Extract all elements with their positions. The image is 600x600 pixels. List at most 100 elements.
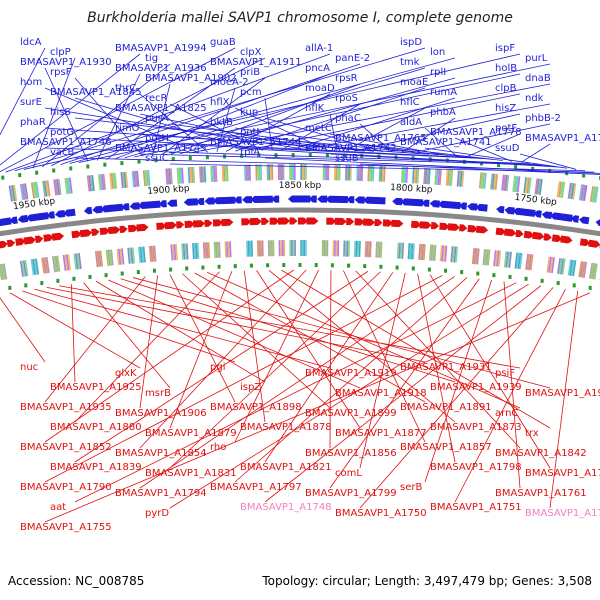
reverse-gene-arrow bbox=[34, 235, 44, 243]
forward-gene-label: BMASAVP1_A1742 bbox=[305, 143, 397, 154]
reverse-gene-arrow bbox=[23, 236, 36, 245]
label-connector-line bbox=[169, 143, 485, 160]
reverse-gene-label: BMASAVP1_A1751 bbox=[430, 502, 522, 513]
forward-gene-arrow bbox=[408, 198, 424, 207]
label-connector-line bbox=[169, 274, 236, 403]
label-connector-line bbox=[46, 287, 426, 363]
forward-category-band bbox=[367, 165, 375, 182]
reverse-category-band bbox=[567, 259, 577, 277]
forward-category-band bbox=[456, 170, 465, 187]
reverse-gene-label: BMASAVP1_A1797 bbox=[210, 482, 302, 493]
forward-gene-label: hom bbox=[20, 77, 42, 88]
forward-category-band bbox=[86, 174, 95, 192]
forward-category-band bbox=[400, 166, 409, 183]
label-connector-line bbox=[424, 147, 568, 169]
map-title: Burkholderia mallei SAVP1 chromosome I, … bbox=[87, 10, 513, 26]
reverse-gene-label: BMASAVP1_A1753 bbox=[525, 508, 600, 519]
label-connector-line bbox=[74, 282, 517, 503]
reverse-gene-label: BMASAVP1_A1857 bbox=[400, 442, 492, 453]
forward-category-band bbox=[131, 170, 140, 188]
label-connector-line bbox=[216, 87, 236, 152]
reverse-gene-label: BMASAVP1_A1821 bbox=[240, 462, 332, 473]
reverse-gene-label: BMASAVP1_A1880 bbox=[50, 422, 142, 433]
label-connector-line bbox=[268, 269, 456, 423]
label-connector-line bbox=[139, 153, 540, 166]
forward-category-band bbox=[97, 173, 106, 191]
label-connector-line bbox=[355, 270, 521, 449]
scale-tick-label: 1900 kbp bbox=[147, 184, 190, 197]
reverse-marker bbox=[427, 267, 431, 272]
label-connector-line bbox=[329, 270, 332, 449]
forward-gene-arrow bbox=[167, 199, 178, 207]
reverse-marker bbox=[411, 266, 415, 271]
label-connector-line bbox=[234, 269, 319, 443]
reverse-gene-label: BMASAVP1_A1748 bbox=[240, 502, 332, 513]
forward-marker bbox=[582, 173, 586, 178]
forward-category-band bbox=[534, 178, 543, 196]
reverse-gene-label: BMASAVP1_A1852 bbox=[20, 442, 112, 453]
forward-gene-arrow bbox=[446, 201, 461, 210]
reverse-category-band bbox=[375, 241, 383, 258]
forward-gene-arrow bbox=[421, 199, 430, 207]
reverse-gene-arrow bbox=[495, 227, 506, 236]
forward-marker bbox=[497, 163, 501, 168]
label-connector-line bbox=[74, 271, 220, 423]
reverse-gene-label: BMASAVP1_A1842 bbox=[495, 448, 587, 459]
forward-gene-arrow bbox=[121, 203, 130, 211]
label-connector-line bbox=[169, 123, 374, 152]
label-connector-line bbox=[234, 277, 468, 483]
forward-category-band bbox=[30, 181, 40, 199]
reverse-gene-arrow bbox=[184, 220, 195, 228]
reverse-gene-arrow bbox=[306, 217, 319, 225]
label-connector-line bbox=[41, 63, 171, 168]
label-connector-line bbox=[139, 133, 430, 155]
forward-gene-arrow bbox=[533, 210, 542, 218]
label-connector-line bbox=[243, 270, 266, 423]
reverse-marker bbox=[347, 263, 351, 268]
forward-gene-label: ispF bbox=[495, 43, 515, 54]
label-connector-line bbox=[359, 287, 554, 509]
forward-marker bbox=[35, 170, 39, 175]
reverse-gene-arrow bbox=[588, 239, 600, 248]
label-connector-line bbox=[115, 73, 331, 160]
reverse-marker bbox=[588, 285, 592, 290]
forward-gene-label: recR bbox=[145, 93, 168, 104]
reverse-marker bbox=[266, 263, 270, 268]
forward-marker bbox=[69, 166, 73, 171]
label-connector-line bbox=[139, 276, 455, 489]
forward-marker bbox=[18, 173, 22, 178]
label-connector-line bbox=[281, 103, 361, 151]
reverse-gene-arrow bbox=[51, 232, 64, 241]
reverse-marker bbox=[444, 268, 448, 273]
forward-gene-label: BMASAVP1_A1744 bbox=[210, 137, 302, 148]
reverse-gene-arrow bbox=[362, 218, 376, 226]
forward-gene-label: clpB bbox=[495, 83, 517, 94]
forward-gene-label: moaD bbox=[305, 83, 335, 94]
reverse-marker bbox=[40, 281, 44, 286]
label-connector-line bbox=[74, 117, 365, 152]
label-connector-line bbox=[454, 137, 513, 162]
label-connector-line bbox=[182, 273, 331, 409]
label-connector-line bbox=[179, 77, 456, 155]
reverse-gene-arrow bbox=[532, 231, 545, 240]
forward-category-band bbox=[445, 169, 454, 186]
label-connector-line bbox=[78, 63, 551, 163]
reverse-gene-arrow bbox=[212, 219, 223, 227]
reverse-marker bbox=[363, 264, 367, 269]
reverse-category-band bbox=[192, 242, 200, 260]
forward-gene-arrow bbox=[54, 209, 66, 218]
label-connector-line bbox=[410, 123, 551, 154]
reverse-gene-arrow bbox=[15, 238, 26, 246]
forward-gene-label: potF bbox=[495, 123, 517, 134]
forward-category-band bbox=[478, 172, 487, 189]
reverse-category-band bbox=[353, 240, 361, 257]
reverse-category-band bbox=[482, 249, 491, 266]
forward-gene-arrow bbox=[333, 195, 348, 204]
forward-gene-arrow bbox=[92, 205, 103, 214]
forward-gene-label: purA bbox=[145, 113, 169, 124]
forward-gene-arrow bbox=[550, 212, 563, 221]
reverse-gene-label: nuc bbox=[20, 362, 38, 373]
reverse-marker bbox=[233, 264, 237, 269]
forward-marker bbox=[240, 153, 244, 158]
